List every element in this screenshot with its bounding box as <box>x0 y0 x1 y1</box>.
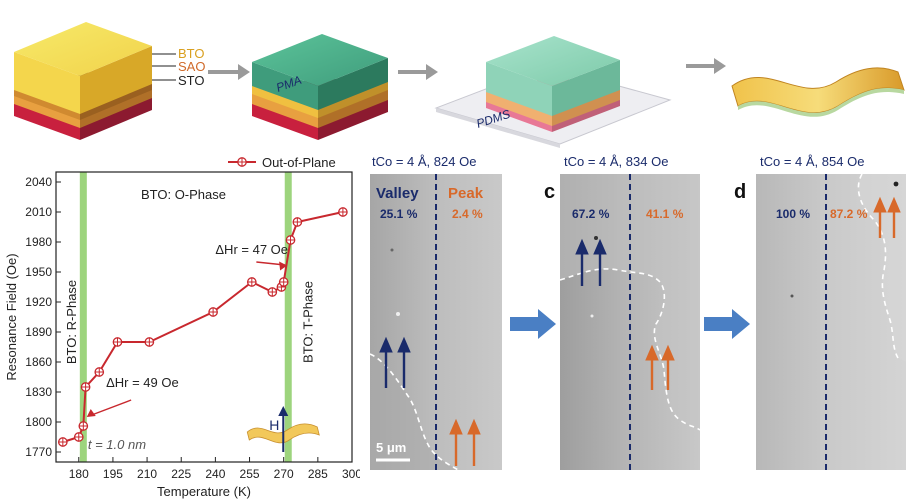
up-arrows-navy-2 <box>575 238 607 286</box>
inset-field-arrowhead <box>278 406 289 416</box>
domain-wall-1 <box>369 353 459 471</box>
valley-pct-1: 25.1 % <box>380 207 418 221</box>
x-tick-label: 240 <box>205 467 225 481</box>
up-arrows-orange-2 <box>645 344 675 390</box>
domain-wall-2 <box>559 268 701 431</box>
y-tick-label: 1920 <box>25 295 52 309</box>
x-tick-label: 180 <box>69 467 89 481</box>
moke-panel-3-title: tCo = 4 Å, 854 Oe <box>760 154 864 169</box>
annotation-delta-47: ΔHr = 47 Oe <box>215 242 288 257</box>
x-tick-label: 285 <box>308 467 328 481</box>
legend-label: Out-of-Plane <box>262 155 336 170</box>
y-tick-label: 1800 <box>25 415 52 429</box>
y-tick-label: 2040 <box>25 175 52 189</box>
arrow-delta-49 <box>88 399 132 417</box>
layer-label-sao: SAO <box>178 59 205 74</box>
scale-bar-label: 5 μm <box>376 440 406 455</box>
peak-label: Peak <box>448 185 484 202</box>
y-tick-label: 1950 <box>25 265 52 279</box>
plot-frame <box>55 171 353 463</box>
domain-wall-3 <box>857 173 899 359</box>
annotation-delta-49: ΔHr = 49 Oe <box>106 375 179 390</box>
panel-letter-c: c <box>544 181 555 203</box>
x-tick-label: 225 <box>171 467 191 481</box>
phase-band-0 <box>79 172 87 462</box>
peak-pct-1: 2.4 % <box>452 207 483 221</box>
up-arrows-orange-1 <box>449 418 481 466</box>
panel-letter-d: d <box>734 181 746 203</box>
moke-panel-3: tCo = 4 Å, 854 Oe d 100 % 87.2 % <box>734 148 906 470</box>
y-tick-label: 1830 <box>25 385 52 399</box>
process-arrow-2 <box>398 64 438 80</box>
x-axis-label: Temperature (K) <box>157 484 251 499</box>
stack-bto-sao-sto: BTO SAO STO <box>14 22 205 140</box>
y-tick-label: 1770 <box>25 445 52 459</box>
valley-pct-3: 100 % <box>776 207 810 221</box>
y-axis-label: Resonance Field (Oe) <box>4 253 19 380</box>
peak-pct-3: 87.2 % <box>830 207 868 221</box>
layer-label-bto: BTO <box>178 46 205 61</box>
sequence-arrow-2 <box>704 309 750 339</box>
process-arrow-3 <box>686 58 726 74</box>
y-tick-label: 1980 <box>25 235 52 249</box>
moke-panel-1: tCo = 4 Å, 824 Oe Valley Peak 25.1 % 2.4… <box>366 148 502 471</box>
x-tick-label: 210 <box>137 467 157 481</box>
arrowhead-delta-49 <box>86 409 96 417</box>
phase-band-1 <box>284 172 292 462</box>
inset-field-label: H <box>269 417 279 433</box>
schematic-row: BTO SAO STO PMA <box>14 22 905 148</box>
x-tick-label: 255 <box>240 467 260 481</box>
y-tick-label: 1860 <box>25 355 52 369</box>
moke-image-2 <box>560 174 700 470</box>
x-tick-label: 195 <box>103 467 123 481</box>
y-tick-label: 1890 <box>25 325 52 339</box>
annotation-r-phase: BTO: R-Phase <box>64 280 79 364</box>
arrowhead-delta-47 <box>279 261 288 271</box>
valley-pct-2: 67.2 % <box>572 207 610 221</box>
up-arrows-orange-3 <box>873 196 901 238</box>
sequence-arrow-1 <box>510 309 556 339</box>
annotation-o-phase: BTO: O-Phase <box>141 187 226 202</box>
up-arrows-navy-1 <box>379 336 411 388</box>
moke-panel-2-title: tCo = 4 Å, 834 Oe <box>564 154 668 169</box>
peak-pct-2: 41.1 % <box>646 207 684 221</box>
process-arrow-1 <box>208 64 250 80</box>
flexible-membrane <box>731 67 905 117</box>
stack-on-pdms: PDMS <box>434 36 672 148</box>
y-tick-label: 2010 <box>25 205 52 219</box>
valley-label: Valley <box>376 185 419 202</box>
moke-panel-2: tCo = 4 Å, 834 Oe c 67.2 % 41.1 % <box>540 148 701 470</box>
moke-panel-1-title: tCo = 4 Å, 824 Oe <box>372 154 476 169</box>
layer-label-sto: STO <box>178 73 205 88</box>
stack-pma: PMA <box>252 34 388 140</box>
moke-panel-3-svg: tCo = 4 Å, 854 Oe d 100 % 87.2 % <box>734 154 906 470</box>
moke-panel-2-svg: tCo = 4 Å, 834 Oe c 67.2 % 41.1 % <box>544 154 701 470</box>
x-tick-label: 300 <box>342 467 360 481</box>
annotation-t-phase: BTO: T-Phase <box>301 281 316 363</box>
x-tick-label: 270 <box>274 467 294 481</box>
resonance-field-chart: 180 195 210 225 240 255 270 285 300 1770 1800 1830 1… <box>4 155 360 499</box>
annotation-thickness: t = 1.0 nm <box>88 437 146 452</box>
moke-panel-1-svg: tCo = 4 Å, 824 Oe Valley Peak 25.1 % 2.4… <box>369 154 502 471</box>
